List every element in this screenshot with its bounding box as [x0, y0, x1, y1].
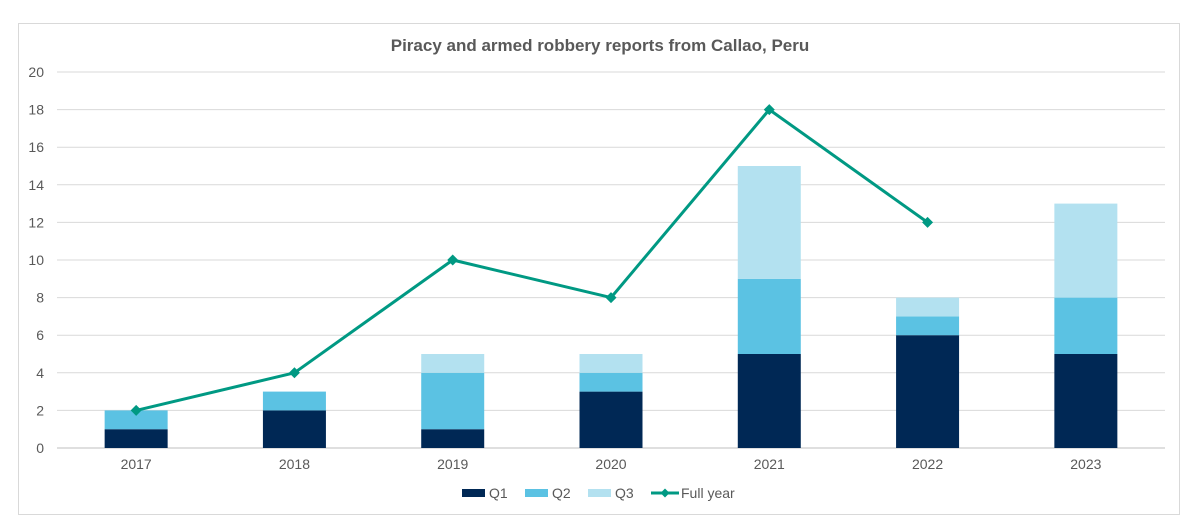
- y-tick-label-12: 12: [28, 214, 44, 230]
- legend-label-q3: Q3: [615, 485, 634, 501]
- y-tick-label-20: 20: [28, 64, 44, 80]
- y-tick-label-10: 10: [28, 252, 44, 268]
- bar-q3-2023: [1054, 203, 1118, 298]
- x-tick-label-2022: 2022: [912, 456, 943, 472]
- bar-q1-2023: [1054, 354, 1118, 448]
- y-tick-label-0: 0: [36, 440, 44, 456]
- x-tick-label-2018: 2018: [279, 456, 310, 472]
- y-tick-label-14: 14: [28, 177, 44, 193]
- x-tick-label-2023: 2023: [1070, 456, 1101, 472]
- bar-q2-2018: [262, 391, 326, 411]
- bar-q1-2017: [104, 429, 168, 448]
- x-tick-label-2020: 2020: [595, 456, 626, 472]
- bar-q1-2022: [896, 335, 960, 448]
- bars: [104, 166, 1118, 448]
- x-tick-label-2019: 2019: [437, 456, 468, 472]
- full-year-marker-2020: [605, 292, 617, 304]
- bar-q2-2021: [737, 278, 801, 354]
- y-tick-label-18: 18: [28, 102, 44, 118]
- full-year-line-path: [135, 108, 929, 412]
- y-tick-label-4: 4: [36, 365, 44, 381]
- full-year-marker-2021: [763, 104, 775, 116]
- bar-q3-2022: [896, 297, 960, 317]
- y-tick-label-16: 16: [28, 139, 44, 155]
- bar-q2-2023: [1054, 297, 1118, 354]
- legend-swatch-q2: [525, 489, 548, 497]
- bar-q1-2021: [737, 354, 801, 448]
- bar-q1-2018: [262, 410, 326, 448]
- bar-q2-2020: [579, 372, 643, 392]
- legend: Q1 Q2 Q3 Full year: [462, 485, 735, 501]
- x-axis: 2017 2018 2019 2020 2021 2022 2023: [121, 456, 1102, 472]
- bar-q3-2019: [421, 354, 485, 373]
- y-axis: 0 2 4 6 8 10 12 14 16 18 20: [28, 64, 44, 456]
- y-tick-label-8: 8: [36, 290, 44, 306]
- x-tick-label-2021: 2021: [754, 456, 785, 472]
- y-tick-label-6: 6: [36, 327, 44, 343]
- bar-q1-2019: [421, 429, 485, 448]
- full-year-marker-2018: [288, 367, 300, 379]
- x-tick-label-2017: 2017: [121, 456, 152, 472]
- legend-label-q1: Q1: [489, 485, 508, 501]
- bar-q2-2022: [896, 316, 960, 336]
- chart-title: Piracy and armed robbery reports from Ca…: [391, 36, 810, 55]
- legend-swatch-q1: [462, 489, 485, 497]
- bar-q3-2020: [579, 354, 643, 373]
- y-tick-label-2: 2: [36, 402, 44, 418]
- bar-q3-2021: [737, 166, 801, 279]
- bar-q2-2019: [421, 372, 485, 430]
- full-year-marker-2017: [130, 404, 142, 416]
- bar-q2-2017: [104, 410, 168, 430]
- full-year-line: [130, 104, 934, 416]
- full-year-marker-2019: [447, 254, 459, 266]
- bar-q1-2020: [579, 391, 643, 448]
- legend-swatch-q3: [588, 489, 611, 497]
- gridlines: [57, 71, 1165, 449]
- legend-label-q2: Q2: [552, 485, 571, 501]
- full-year-marker-2022: [922, 216, 934, 228]
- legend-marker-full-year: [660, 488, 670, 498]
- legend-label-full-year: Full year: [681, 485, 735, 501]
